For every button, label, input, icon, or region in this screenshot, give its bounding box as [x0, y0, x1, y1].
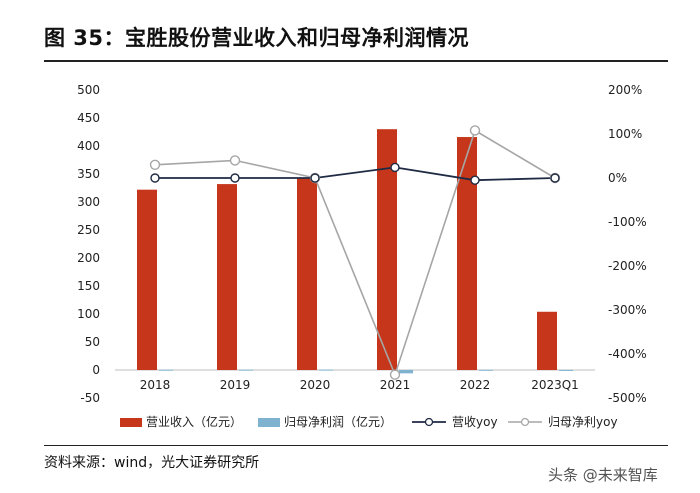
right-axis-tick: -500%	[608, 391, 647, 405]
source-divider	[44, 445, 668, 446]
revenue-bar	[377, 129, 397, 370]
left-axis-tick: 450	[77, 111, 100, 125]
profit-bar	[319, 369, 333, 371]
profit-yoy-point	[229, 155, 241, 166]
revenue-yoy-point	[230, 173, 240, 183]
category-label: 2021	[380, 378, 411, 392]
left-axis-tick: 200	[77, 251, 100, 265]
revenue-yoy-point	[390, 162, 400, 173]
profit-bar	[159, 369, 173, 371]
category-label: 2019	[220, 378, 251, 392]
right-axis-tick: 200%	[608, 83, 642, 97]
profit-yoy-point	[389, 369, 401, 380]
right-axis-tick: -400%	[608, 347, 647, 361]
profit-bar	[559, 369, 573, 371]
right-axis-tick: -100%	[608, 215, 647, 229]
legend-marker-profit-yoy	[520, 417, 530, 427]
profit-yoy-point	[469, 125, 481, 136]
left-axis-tick: 50	[85, 335, 100, 349]
left-axis-tick: 500	[77, 83, 100, 97]
category-label: 2018	[140, 378, 171, 392]
revenue-yoy-point	[310, 173, 320, 183]
right-axis-tick: -200%	[608, 259, 647, 273]
category-label: 2022	[460, 378, 491, 392]
profit-bar	[239, 369, 253, 371]
right-axis-tick: -300%	[608, 303, 647, 317]
left-axis-tick: -50	[80, 391, 100, 405]
revenue-yoy-point	[550, 173, 560, 183]
figure-title: 图 35：宝胜股份营业收入和归母净利润情况	[44, 26, 470, 50]
category-label: 2020	[300, 378, 331, 392]
left-axis-tick: 100	[77, 307, 100, 321]
profit-yoy-point	[149, 159, 161, 171]
left-axis-tick: 150	[77, 279, 100, 293]
left-axis-tick: 400	[77, 139, 100, 153]
source-note: 资料来源：wind，光大证券研究所	[44, 455, 260, 471]
revenue-bar	[457, 137, 477, 370]
revenue-bar	[137, 189, 157, 370]
revenue-yoy-point	[470, 175, 480, 185]
right-axis-tick: 0%	[608, 171, 627, 185]
revenue-yoy-line	[155, 166, 556, 182]
left-axis-tick: 0	[92, 363, 100, 377]
profit-bar	[399, 370, 413, 374]
watermark: 头条 @未来智库	[548, 466, 658, 484]
title-divider	[44, 60, 668, 62]
legend-swatch-profit	[258, 418, 280, 427]
legend-swatch-revenue	[120, 418, 142, 427]
profit-yoy-line	[154, 129, 556, 378]
profit-bar	[479, 369, 493, 371]
chart: 500450400350300250200150100500-50200%100…	[77, 83, 647, 429]
revenue-yoy-point	[150, 173, 160, 183]
legend-label-revenue-yoy: 营收yoy	[452, 415, 498, 429]
left-axis-tick: 300	[77, 195, 100, 209]
left-axis-tick: 350	[77, 167, 100, 181]
legend-label-revenue: 营业收入（亿元）	[146, 414, 242, 429]
left-axis-tick: 250	[77, 223, 100, 237]
revenue-bar	[297, 178, 317, 370]
right-axis-tick: 100%	[608, 127, 642, 141]
legend-marker-revenue-yoy	[424, 417, 434, 427]
legend-label-profit-yoy: 归母净利yoy	[548, 415, 618, 429]
revenue-bar	[537, 311, 557, 370]
category-label: 2023Q1	[531, 378, 579, 392]
revenue-bar	[217, 184, 237, 370]
legend-label-profit: 归母净利润（亿元）	[284, 414, 392, 429]
